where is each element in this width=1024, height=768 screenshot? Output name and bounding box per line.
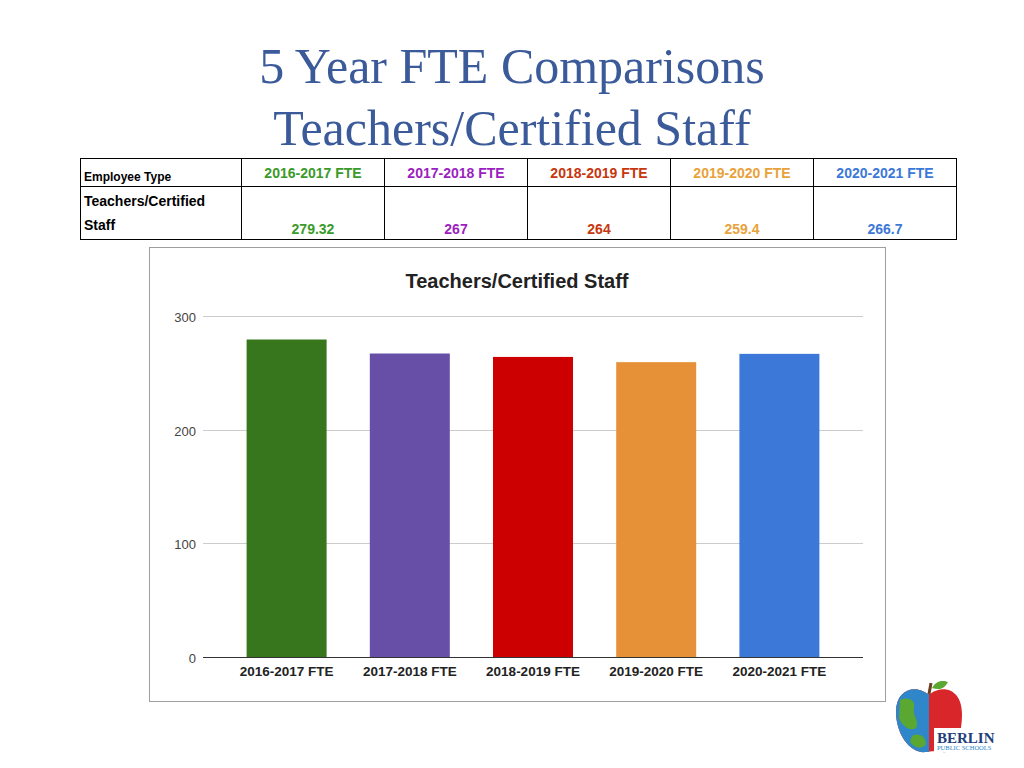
- grid-line: [203, 316, 863, 317]
- y-tick-label: 200: [174, 424, 196, 439]
- table-cell: 2017-2018 FTE: [385, 159, 528, 187]
- slide: 5 Year FTE Comparisons Teachers/Certified…: [0, 0, 1024, 768]
- slide-title: Teachers/Certified Staff: [273, 100, 751, 156]
- y-tick-label: 300: [174, 310, 196, 325]
- logo: BERLINPUBLIC SCHOOLS: [896, 681, 1000, 752]
- bars: [247, 340, 820, 657]
- table-cell: 2016-2017 FTE: [242, 159, 385, 187]
- bar: [739, 354, 819, 657]
- table-row: Employee Type2016-2017 FTE2017-2018 FTE2…: [81, 159, 957, 187]
- y-tick-label: 0: [189, 651, 196, 666]
- chart-frame: [150, 248, 886, 702]
- logo-subtitle: PUBLIC SCHOOLS: [937, 744, 992, 751]
- slide-title: 5 Year FTE Comparisons: [259, 38, 765, 94]
- table-cell: 259.4: [671, 187, 814, 240]
- grid-line: [203, 657, 863, 658]
- bar: [493, 357, 573, 657]
- logo-land: [910, 734, 926, 747]
- table-cell: 266.7: [814, 187, 957, 240]
- x-tick-label: 2016-2017 FTE: [240, 664, 334, 679]
- x-tick-label: 2018-2019 FTE: [486, 664, 580, 679]
- y-tick-label: 100: [174, 537, 196, 552]
- x-tick-label: 2017-2018 FTE: [363, 664, 457, 679]
- logo-stem: [929, 683, 931, 694]
- table-cell: 2020-2021 FTE: [814, 159, 957, 187]
- bar: [370, 354, 450, 657]
- fte-table: Employee Type2016-2017 FTE2017-2018 FTE2…: [80, 158, 957, 240]
- x-tick-label: 2020-2021 FTE: [732, 664, 826, 679]
- logo-leaf: [932, 681, 948, 689]
- table-cell: 2019-2020 FTE: [671, 159, 814, 187]
- table-cell: 279.32: [242, 187, 385, 240]
- table-cell: 264: [528, 187, 671, 240]
- logo-globe: [896, 689, 929, 752]
- logo-land: [899, 698, 917, 729]
- bar: [616, 362, 696, 657]
- table-cell: 267: [385, 187, 528, 240]
- table-cell: 2018-2019 FTE: [528, 159, 671, 187]
- bar: [247, 340, 327, 657]
- x-tick-label: 2019-2020 FTE: [609, 664, 703, 679]
- table-row: Teachers/Certified Staff279.32267264259.…: [81, 187, 957, 240]
- table-cell: Employee Type: [81, 159, 242, 187]
- chart-title: Teachers/Certified Staff: [405, 270, 628, 292]
- table-cell: Teachers/Certified Staff: [81, 187, 242, 240]
- logo-text-bg: [934, 728, 1000, 752]
